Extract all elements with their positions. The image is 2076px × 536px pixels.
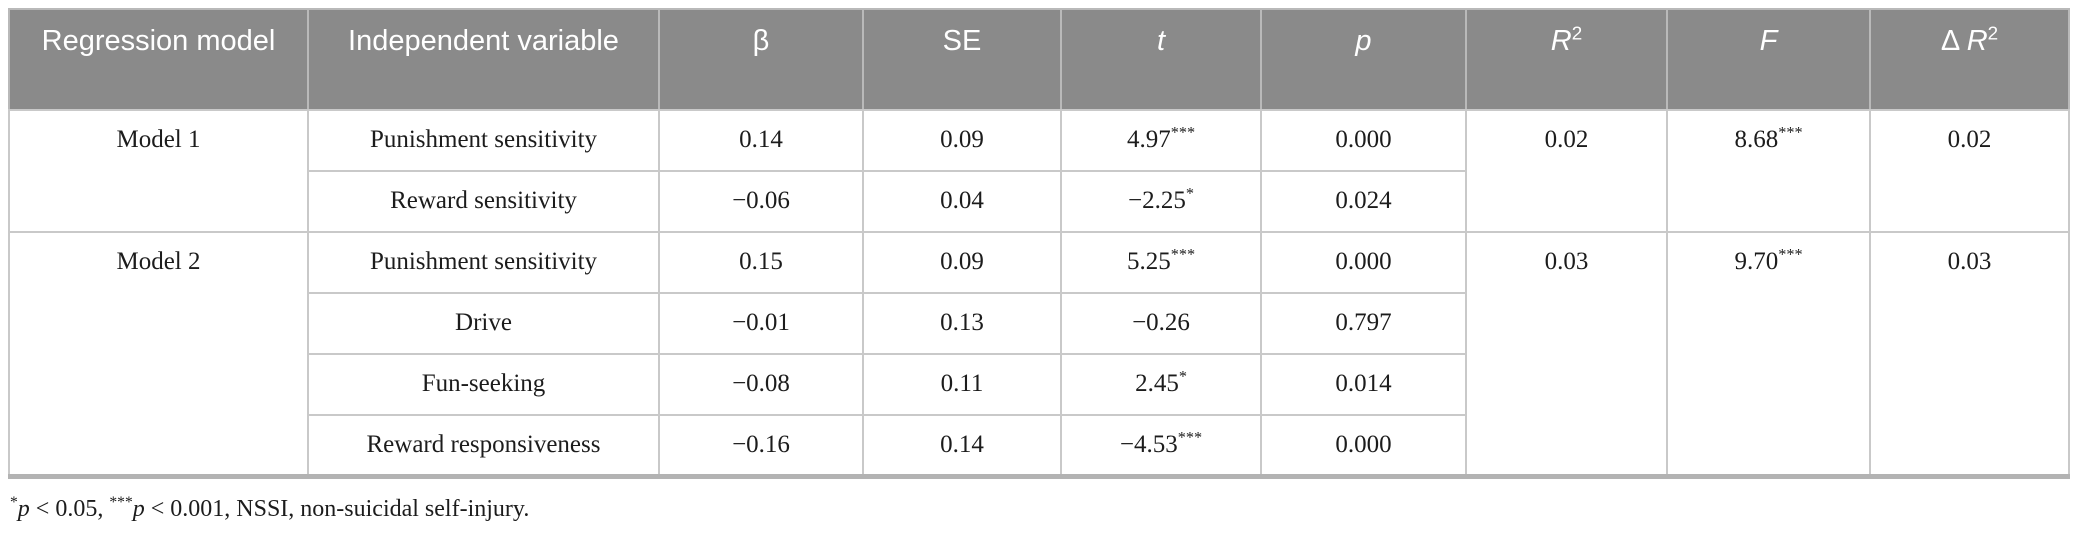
cell-p: 0.000 (1260, 414, 1467, 478)
cell-f-model1: 8.68*** (1666, 109, 1871, 233)
f-label: F (1759, 25, 1778, 57)
cell-se: 0.13 (862, 292, 1062, 355)
col-header-se: SE (862, 8, 1062, 111)
table-row-model2-reward-responsiveness: Reward responsiveness −0.16 0.14 −4.53**… (9, 414, 2069, 478)
cell-r2-model2: 0.03 (1465, 231, 1668, 478)
significance-stars: *** (1170, 123, 1196, 142)
p-symbol: p (17, 496, 30, 522)
cell-se: 0.09 (862, 231, 1062, 294)
cell-t: −4.53*** (1060, 414, 1262, 478)
table-row-model1-reward: Reward sensitivity −0.06 0.04 −2.25* 0.0… (9, 170, 2069, 233)
table-row-model2-drive: Drive −0.01 0.13 −0.26 0.797 (9, 292, 2069, 355)
cell-p: 0.000 (1260, 231, 1467, 294)
col-header-independent-variable: Independent variable (307, 8, 660, 111)
header-row: Regression model Independent variable β … (8, 8, 2070, 111)
cell-f-model2: 9.70*** (1666, 231, 1871, 478)
delta-label: Δ (1940, 25, 1967, 57)
cell-model-2: Model 2 (8, 231, 309, 478)
col-header-f: F (1666, 8, 1871, 111)
significance-stars: *** (1170, 245, 1196, 264)
cell-t: 4.97*** (1060, 109, 1262, 172)
r-label: R (1550, 25, 1572, 57)
regression-table: Regression model Independent variable β … (8, 8, 2070, 479)
significance-star: * (10, 494, 18, 511)
cell-variable: Reward sensitivity (307, 170, 660, 233)
cell-beta: 0.14 (658, 109, 864, 172)
significance-stars: *** (1778, 245, 1803, 264)
significance-stars: *** (109, 494, 133, 511)
cell-se: 0.11 (862, 353, 1062, 416)
delta-r2-sup: 2 (1987, 22, 1999, 44)
col-header-beta: β (658, 8, 864, 111)
col-header-r2: R2 (1465, 8, 1668, 111)
p-symbol: p (132, 496, 145, 522)
col-header-regression-model: Regression model (8, 8, 309, 111)
r2-sup: 2 (1571, 22, 1583, 44)
col-header-p: p (1260, 8, 1467, 111)
significance-stars: *** (1177, 428, 1203, 447)
regression-table-wrap: Regression model Independent variable β … (8, 8, 2070, 479)
cell-model-1: Model 1 (8, 109, 309, 233)
cell-delta-r2-model1: 0.02 (1869, 109, 2070, 233)
cell-variable: Punishment sensitivity (307, 231, 660, 294)
table-row-model1-punishment: Model 1 Punishment sensitivity 0.14 0.09… (8, 109, 2070, 233)
cell-variable: Reward responsiveness (307, 414, 660, 478)
cell-beta: 0.15 (658, 231, 864, 294)
cell-r2-model1: 0.02 (1465, 109, 1668, 233)
footnote-text: < 0.05, (29, 496, 110, 522)
cell-beta: −0.06 (658, 170, 864, 233)
table-footnote: *p < 0.05, ***p < 0.001, NSSI, non-suici… (10, 494, 529, 524)
significance-stars: * (1185, 184, 1194, 203)
cell-beta: −0.16 (658, 414, 864, 478)
cell-p: 0.024 (1260, 170, 1467, 233)
cell-beta: −0.01 (658, 292, 864, 355)
cell-t: −0.26 (1060, 292, 1262, 355)
p-label: p (1355, 25, 1372, 57)
cell-t: −2.25* (1060, 170, 1262, 233)
table-row-model2-funseeking: Fun-seeking −0.08 0.11 2.45* 0.014 (9, 353, 2069, 416)
cell-t: 5.25*** (1060, 231, 1262, 294)
cell-p: 0.797 (1260, 292, 1467, 355)
cell-beta: −0.08 (658, 353, 864, 416)
cell-t: 2.45* (1060, 353, 1262, 416)
cell-variable: Drive (307, 292, 660, 355)
cell-se: 0.04 (862, 170, 1062, 233)
t-label: t (1156, 25, 1166, 57)
table-row-model2-punishment: Model 2 Punishment sensitivity 0.15 0.09… (8, 231, 2070, 478)
cell-se: 0.14 (862, 414, 1062, 478)
significance-stars: * (1178, 367, 1187, 386)
cell-p: 0.000 (1260, 109, 1467, 172)
cell-delta-r2-model2: 0.03 (1869, 231, 2070, 478)
cell-variable: Punishment sensitivity (307, 109, 660, 172)
cell-variable: Fun-seeking (307, 353, 660, 416)
significance-stars: *** (1778, 123, 1803, 142)
delta-r-label: R (1966, 25, 1988, 57)
col-header-delta-r2: Δ R2 (1869, 8, 2070, 111)
col-header-t: t (1060, 8, 1262, 111)
cell-p: 0.014 (1260, 353, 1467, 416)
footnote-text: < 0.001, NSSI, non-suicidal self-injury. (144, 496, 530, 522)
cell-se: 0.09 (862, 109, 1062, 172)
